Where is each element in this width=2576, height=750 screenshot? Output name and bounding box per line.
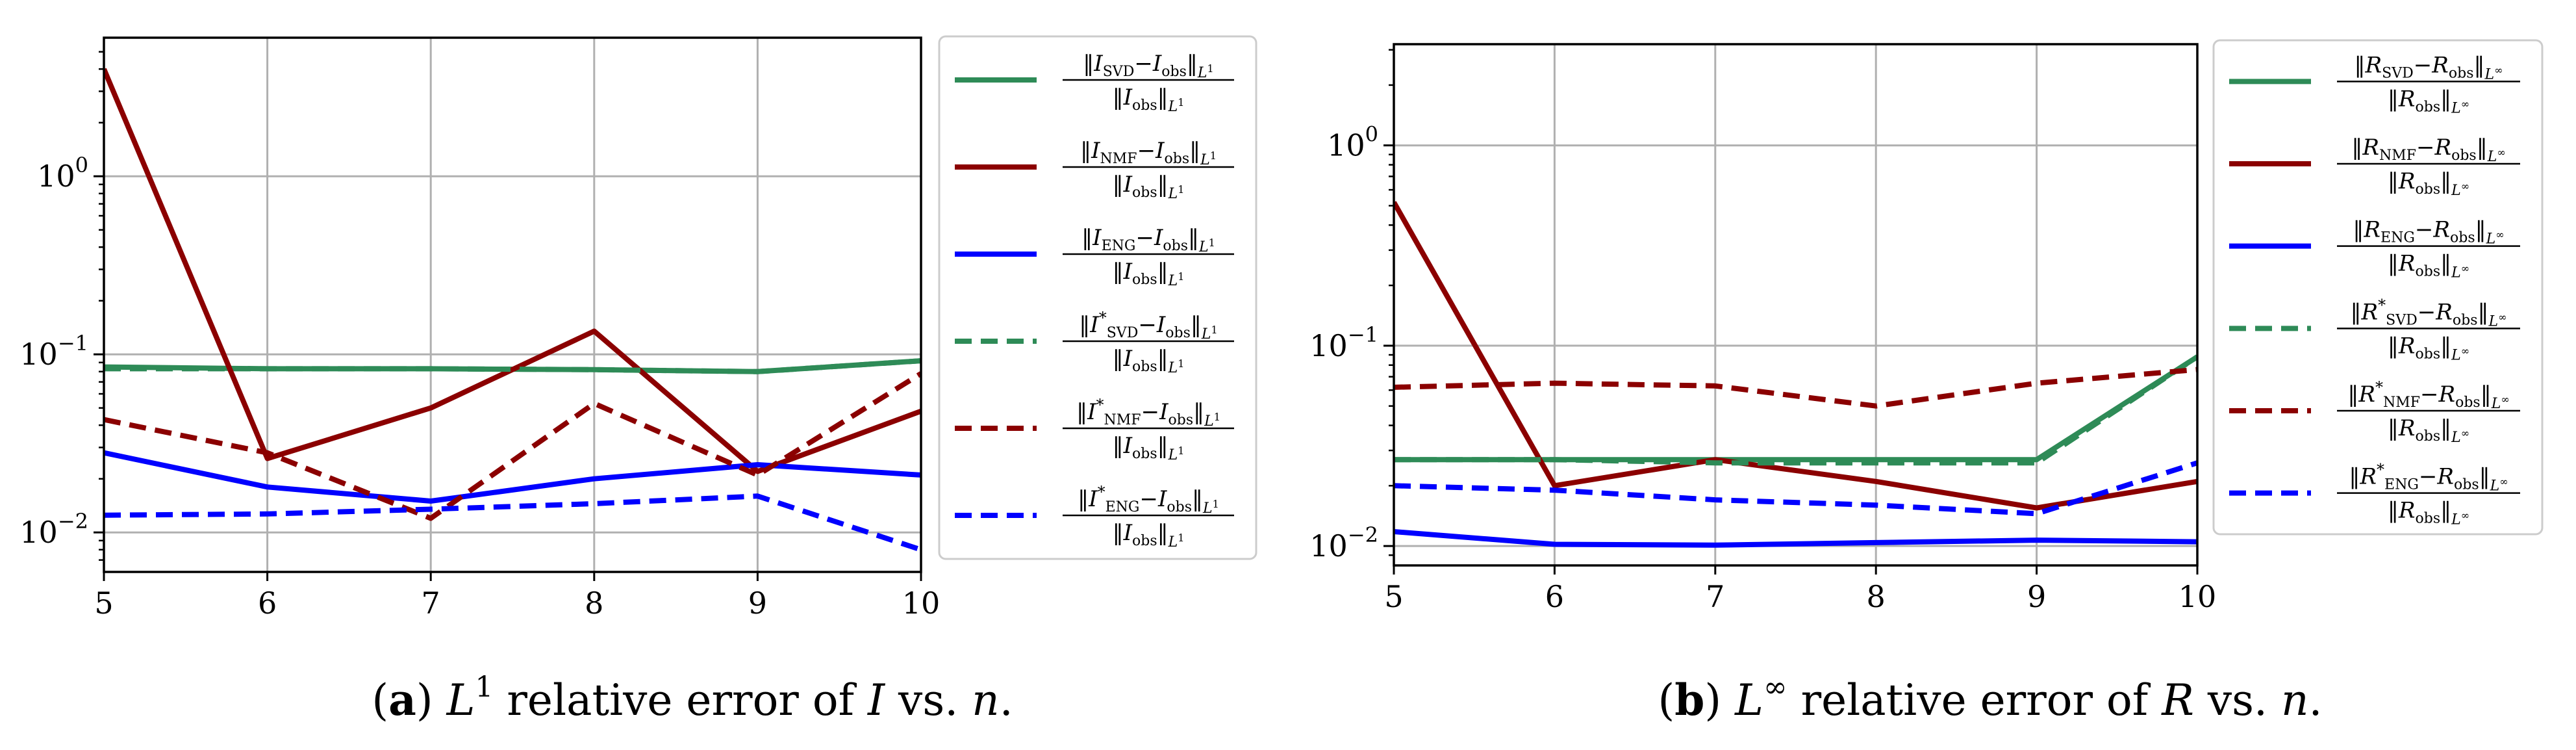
legend: ‖RSVD−Robs‖L∞‖Robs‖L∞‖RNMF−Robs‖L∞‖Robs‖… xyxy=(2212,39,2544,536)
x-tick-label: 10 xyxy=(902,586,941,621)
legend-entry: ‖RSVD−Robs‖L∞‖Robs‖L∞ xyxy=(2337,52,2520,116)
y-tick-label: 100 xyxy=(37,153,88,194)
x-tick-label: 5 xyxy=(1384,579,1403,614)
legend-entry: ‖I*NMF−Iobs‖L1‖Iobs‖L1 xyxy=(1063,396,1234,463)
x-tick-label: 9 xyxy=(2027,579,2046,614)
legend-denominator: ‖Robs‖L∞ xyxy=(2388,86,2469,116)
series-line-svd xyxy=(1394,354,2197,463)
x-tick-label: 10 xyxy=(2178,579,2217,614)
legend-numerator: ‖IENG−Iobs‖L1 xyxy=(1081,225,1215,255)
series-line-nmf xyxy=(104,68,921,474)
legend-denominator: ‖Robs‖L∞ xyxy=(2388,333,2469,363)
legend-entry: ‖I*SVD−Iobs‖L1‖Iobs‖L1 xyxy=(1063,309,1234,376)
series-line-eng-star xyxy=(104,493,921,552)
plot-frame xyxy=(1393,43,2199,567)
x-tick-label: 6 xyxy=(1545,579,1564,614)
x-tick-label: 5 xyxy=(94,586,113,621)
legend-denominator: ‖Iobs‖L1 xyxy=(1113,259,1185,289)
series-lines xyxy=(1394,201,2197,548)
x-tick-label: 6 xyxy=(258,586,277,621)
figure-caption: (b) L∞ relative error of R vs. n. xyxy=(1658,671,2322,725)
legend-numerator: ‖ISVD−Iobs‖L1 xyxy=(1083,51,1213,81)
legend-numerator: ‖RSVD−Robs‖L∞ xyxy=(2355,52,2503,83)
x-tick-label: 7 xyxy=(1706,579,1724,614)
legend-denominator: ‖Robs‖L∞ xyxy=(2388,251,2469,281)
y-axis: 100 10−1 10−2 xyxy=(1309,122,1394,563)
legend-denominator: ‖Robs‖L∞ xyxy=(2388,498,2469,528)
x-tick-label: 8 xyxy=(585,586,603,621)
legend-numerator: ‖R*SVD−Robs‖L∞ xyxy=(2351,296,2507,330)
legend-denominator: ‖Iobs‖L1 xyxy=(1113,172,1185,202)
y-tick-label: 10−1 xyxy=(1309,322,1378,363)
legend-denominator: ‖Robs‖L∞ xyxy=(2388,415,2469,446)
legend-entry: ‖R*NMF−Robs‖L∞‖Robs‖L∞ xyxy=(2337,378,2520,446)
legend-denominator: ‖Iobs‖L1 xyxy=(1113,520,1185,550)
series-lines xyxy=(104,68,921,552)
plot-frame xyxy=(103,36,922,573)
y-axis: 100 10−1 10−2 xyxy=(19,153,104,550)
series-line-eng xyxy=(1394,529,2197,548)
legend-entry: ‖R*SVD−Robs‖L∞‖Robs‖L∞ xyxy=(2337,296,2520,363)
legend-entry: ‖IENG−Iobs‖L1 ‖Iobs‖L1 xyxy=(1063,225,1234,289)
x-tick-label: 7 xyxy=(422,586,440,621)
x-tick-label: 8 xyxy=(1867,579,1886,614)
series-line-eng xyxy=(104,450,921,504)
chart-panel-a: 5 6 7 8 9 1010010−110−2‖ISVD−Iobs‖L1‖Iobs‖L1‖… xyxy=(19,35,1257,725)
legend-denominator: ‖Iobs‖L1 xyxy=(1113,84,1185,115)
figure-caption: (a) L1 relative error of I vs. n. xyxy=(372,671,1013,725)
legend-numerator: ‖I*ENG−Iobs‖L1 xyxy=(1078,483,1219,517)
legend-numerator: ‖RNMF−Robs‖L∞ xyxy=(2351,135,2505,165)
legend-box xyxy=(938,35,1257,560)
y-tick-label: 10−2 xyxy=(19,509,88,550)
grid xyxy=(104,38,921,572)
series-line-svd-star xyxy=(104,358,921,374)
series-line-nmf-star xyxy=(1394,367,2197,409)
legend-numerator: ‖I*SVD−Iobs‖L1 xyxy=(1079,309,1217,343)
x-axis: 5 6 7 8 9 10 xyxy=(94,572,940,621)
legend: ‖ISVD−Iobs‖L1‖Iobs‖L1‖INMF−Iobs‖L1‖Iobs‖… xyxy=(938,35,1257,560)
legend-entry: ‖RNMF−Robs‖L∞‖Robs‖L∞ xyxy=(2337,135,2520,199)
legend-numerator: ‖R*NMF−Robs‖L∞ xyxy=(2347,378,2509,412)
legend-entry: ‖RENG−Robs‖L∞‖Robs‖L∞ xyxy=(2337,217,2520,281)
series-line-svd-star xyxy=(1394,354,2197,466)
legend-numerator: ‖INMF−Iobs‖L1 xyxy=(1080,138,1217,168)
legend-denominator: ‖Robs‖L∞ xyxy=(2388,168,2469,199)
legend-entry: ‖I*ENG−Iobs‖L1‖Iobs‖L1 xyxy=(1063,483,1234,550)
legend-numerator: ‖I*NMF−Iobs‖L1 xyxy=(1076,396,1220,430)
chart-panel-b: 5 6 7 8 9 1010010−110−2‖RSVD−Robs‖L∞‖Robs‖L∞‖… xyxy=(1309,39,2544,725)
legend-entry: ‖R*ENG−Robs‖L∞‖Robs‖L∞ xyxy=(2337,461,2520,528)
x-tick-label: 9 xyxy=(748,586,767,621)
y-tick-label: 100 xyxy=(1327,122,1378,163)
series-line-eng-star xyxy=(1394,460,2197,517)
series-line-nmf xyxy=(1394,201,2197,511)
legend-entry: ‖ISVD−Iobs‖L1‖Iobs‖L1 xyxy=(1063,51,1234,115)
legend-numerator: ‖RENG−Robs‖L∞ xyxy=(2353,217,2504,248)
legend-entry: ‖INMF−Iobs‖L1 ‖Iobs‖L1 xyxy=(1063,138,1234,202)
y-tick-label: 10−2 xyxy=(1309,523,1378,563)
y-tick-label: 10−1 xyxy=(19,331,88,372)
series-line-nmf-star xyxy=(104,371,921,521)
x-axis: 5 6 7 8 9 10 xyxy=(1384,565,2216,614)
legend-denominator: ‖Iobs‖L1 xyxy=(1113,433,1185,463)
legend-denominator: ‖Iobs‖L1 xyxy=(1113,346,1185,376)
legend-numerator: ‖R*ENG−Robs‖L∞ xyxy=(2349,461,2508,495)
